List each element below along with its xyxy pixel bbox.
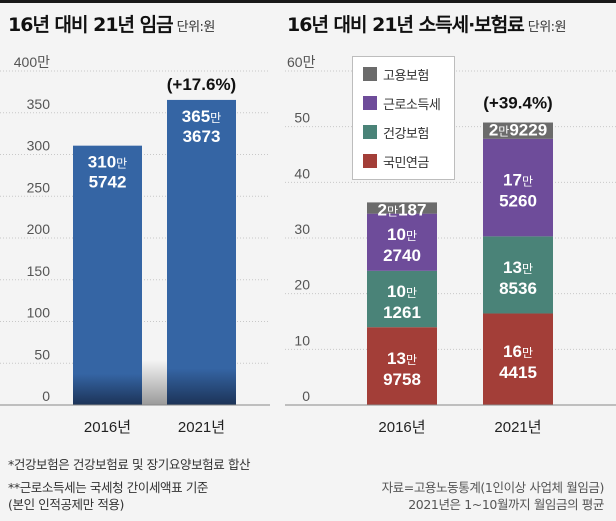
stack-segment-3 (483, 122, 553, 139)
segment-label-won: 1261 (383, 303, 421, 322)
legend-swatch (363, 154, 377, 168)
legend-item: 건강보험 (363, 123, 429, 142)
left-ytick-label: 150 (27, 263, 51, 279)
right-ytick-label: 20 (294, 277, 310, 293)
legend-item: 국민연금 (363, 152, 429, 171)
left-ytick-label: 250 (27, 179, 51, 195)
wage-bar-label-won: 3673 (183, 127, 221, 146)
legend-swatch (363, 67, 377, 81)
left-chart-title: 16년 대비 21년 임금 단위:원 (8, 10, 215, 37)
wage-bar (167, 99, 236, 405)
legend-label: 근로소득세 (383, 97, 441, 113)
right-change-annotation: (+39.4%) (483, 94, 552, 113)
wage-bar-label-won: 5742 (89, 173, 127, 192)
right-ytick-label: 60만 (287, 54, 316, 70)
legend-label: 고용보험 (383, 68, 429, 84)
segment-label: 2만187 (378, 200, 427, 219)
footnote-1: *건강보험은 건강보험료 및 장기요양보험료 합산 (8, 457, 251, 472)
left-ytick-label: 400만 (14, 54, 50, 70)
segment-label-man: 10만 (387, 225, 417, 244)
stack-segment-1 (367, 270, 437, 328)
legend-swatch (363, 96, 377, 110)
right-ytick-label: 30 (294, 221, 310, 237)
segment-label-won: 9758 (383, 370, 421, 389)
wage-bar-label-man: 310만 (88, 153, 127, 172)
left-ytick-label: 0 (42, 388, 50, 404)
right-ytick-label: 10 (294, 332, 310, 348)
segment-label-won: 8536 (499, 279, 537, 298)
right-xtick-label: 2021년 (494, 419, 541, 436)
left-xtick-label: 2021년 (178, 419, 225, 436)
footnote-2: **근로소득세는 국세청 간이세액표 기준 (8, 480, 209, 495)
segment-label-man: 16만 (503, 342, 533, 361)
segment-label-man: 17만 (503, 171, 533, 190)
bar-shadow (142, 360, 167, 405)
right-chart-title: 16년 대비 21년 소득세·보험료 단위:원 (287, 10, 567, 37)
segment-label-man: 13만 (387, 349, 417, 368)
right-xtick-label: 2016년 (378, 419, 425, 436)
wage-bar-label-man: 365만 (182, 107, 221, 126)
stack-segment-3 (367, 202, 437, 214)
left-ytick-label: 100 (27, 305, 51, 321)
left-ytick-label: 300 (27, 138, 51, 154)
legend-label: 국민연금 (383, 155, 429, 171)
left-ytick-label: 50 (34, 346, 50, 362)
legend-item: 고용보험 (363, 65, 429, 84)
stack-segment-2 (367, 213, 437, 271)
left-unit-label: 단위:원 (176, 20, 216, 35)
stack-segment-0 (483, 313, 553, 405)
left-title-text: 16년 대비 21년 임금 (8, 14, 174, 36)
right-ytick-label: 0 (302, 388, 310, 404)
left-ytick-label: 350 (27, 96, 51, 112)
legend-swatch (363, 125, 377, 139)
top-border (0, 0, 616, 3)
source-line-2: 2021년은 1~10월까지 월임금의 평균 (408, 497, 604, 512)
source-line-1: 자료=고용노동통계(1인이상 사업체 월임금) (381, 480, 605, 495)
right-ytick-label: 40 (294, 165, 310, 181)
right-title-text: 16년 대비 21년 소득세·보험료 (287, 14, 525, 36)
segment-label-won: 4415 (499, 363, 537, 382)
left-change-annotation: (+17.6%) (167, 75, 236, 94)
segment-label-man: 10만 (387, 282, 417, 301)
legend-item: 근로소득세 (363, 94, 441, 113)
wage-bar (73, 145, 142, 406)
left-xtick-label: 2016년 (84, 419, 131, 436)
segment-label-man: 13만 (503, 258, 533, 277)
footnote-3: (본인 인적공제만 적용) (8, 497, 125, 512)
segment-label-won: 5260 (499, 192, 537, 211)
legend-label: 건강보험 (383, 126, 429, 142)
right-ytick-label: 50 (294, 110, 310, 126)
stack-segment-1 (483, 236, 553, 314)
stack-segment-2 (483, 138, 553, 237)
segment-label-won: 2740 (383, 246, 421, 265)
stack-segment-0 (367, 327, 437, 405)
right-unit-label: 단위:원 (527, 20, 567, 35)
segment-label: 2만9229 (489, 121, 547, 140)
left-ytick-label: 200 (27, 221, 51, 237)
